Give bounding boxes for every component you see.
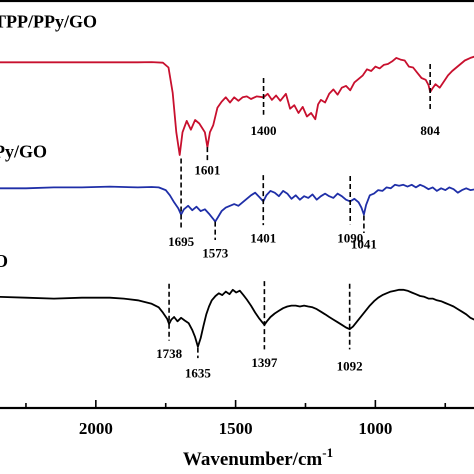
peak-label-1401: 1401	[250, 231, 276, 246]
x-tick-label-1000: 1000	[358, 419, 392, 438]
x-axis-ticks: 2000 1500 1000	[25, 400, 447, 438]
series-line-go	[0, 288, 474, 348]
x-axis-title: Wavenumber/cm-1	[183, 445, 333, 470]
peak-label-1400: 1400	[251, 123, 277, 138]
peak-label-1090: 1090	[337, 231, 363, 246]
series-line-tpp-ppy-go	[0, 55, 474, 156]
peak-label-1092: 1092	[337, 358, 363, 373]
peak-label-804: 804	[420, 123, 440, 138]
peak-label-1738: 1738	[156, 346, 183, 361]
peak-label-1695: 1695	[168, 234, 195, 249]
series-label-py-go: Py/GO	[0, 142, 47, 162]
peak-label-1635: 1635	[185, 365, 212, 380]
peak-label-1573: 1573	[202, 245, 229, 260]
x-tick-label-1500: 1500	[219, 419, 253, 438]
peak-label-1601: 1601	[194, 162, 220, 177]
plot-frame	[0, 0, 474, 410]
peak-label-1397: 1397	[251, 355, 278, 370]
peak-labels: TPP/PPy/GO Py/GO O 1400 804 1601 1695 1573 1401 1…	[0, 11, 440, 380]
series-label-o: O	[0, 251, 8, 271]
x-tick-label-2000: 2000	[79, 419, 113, 438]
series-line-ppy-go	[0, 183, 474, 223]
peak-label-1041: 1041	[351, 237, 377, 252]
series-label-tpp-ppy-go: TPP/PPy/GO	[0, 11, 97, 31]
plot-area	[0, 0, 474, 410]
